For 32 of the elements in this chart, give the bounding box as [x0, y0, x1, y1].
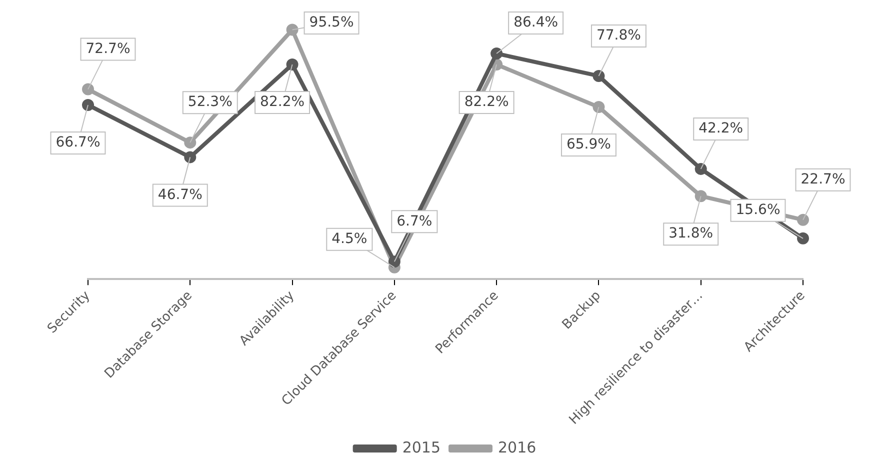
point — [694, 190, 707, 202]
data-label: 15.6% — [736, 202, 780, 218]
point — [286, 58, 298, 70]
point — [592, 70, 605, 82]
point — [82, 98, 94, 111]
data-label: 82.2% — [260, 94, 305, 110]
data-label: 65.9% — [566, 136, 611, 153]
data-label: 52.3% — [188, 94, 232, 110]
data-label: 22.7% — [800, 172, 846, 188]
point — [82, 83, 94, 96]
data-label: 95.5% — [309, 14, 354, 31]
data-label: 66.7% — [56, 134, 100, 151]
data-label: 77.8% — [596, 28, 641, 44]
data-label: 4.5% — [332, 231, 368, 248]
data-label: 72.7% — [86, 40, 130, 57]
data-label: 82.2% — [464, 94, 509, 110]
point — [184, 136, 196, 149]
point — [184, 151, 196, 164]
data-label: 42.2% — [698, 120, 744, 137]
point — [592, 101, 605, 114]
point — [388, 256, 400, 268]
legend-label: 2015 — [402, 438, 441, 456]
data-label: 86.4% — [514, 14, 558, 31]
data-label: 46.7% — [158, 186, 202, 203]
data-label: 6.7% — [396, 213, 432, 230]
point — [797, 214, 809, 226]
data-label: 31.8% — [668, 226, 714, 242]
legend-label: 2016 — [498, 438, 536, 456]
point — [694, 162, 707, 175]
point — [286, 24, 298, 36]
point — [490, 48, 503, 60]
point — [797, 232, 809, 244]
